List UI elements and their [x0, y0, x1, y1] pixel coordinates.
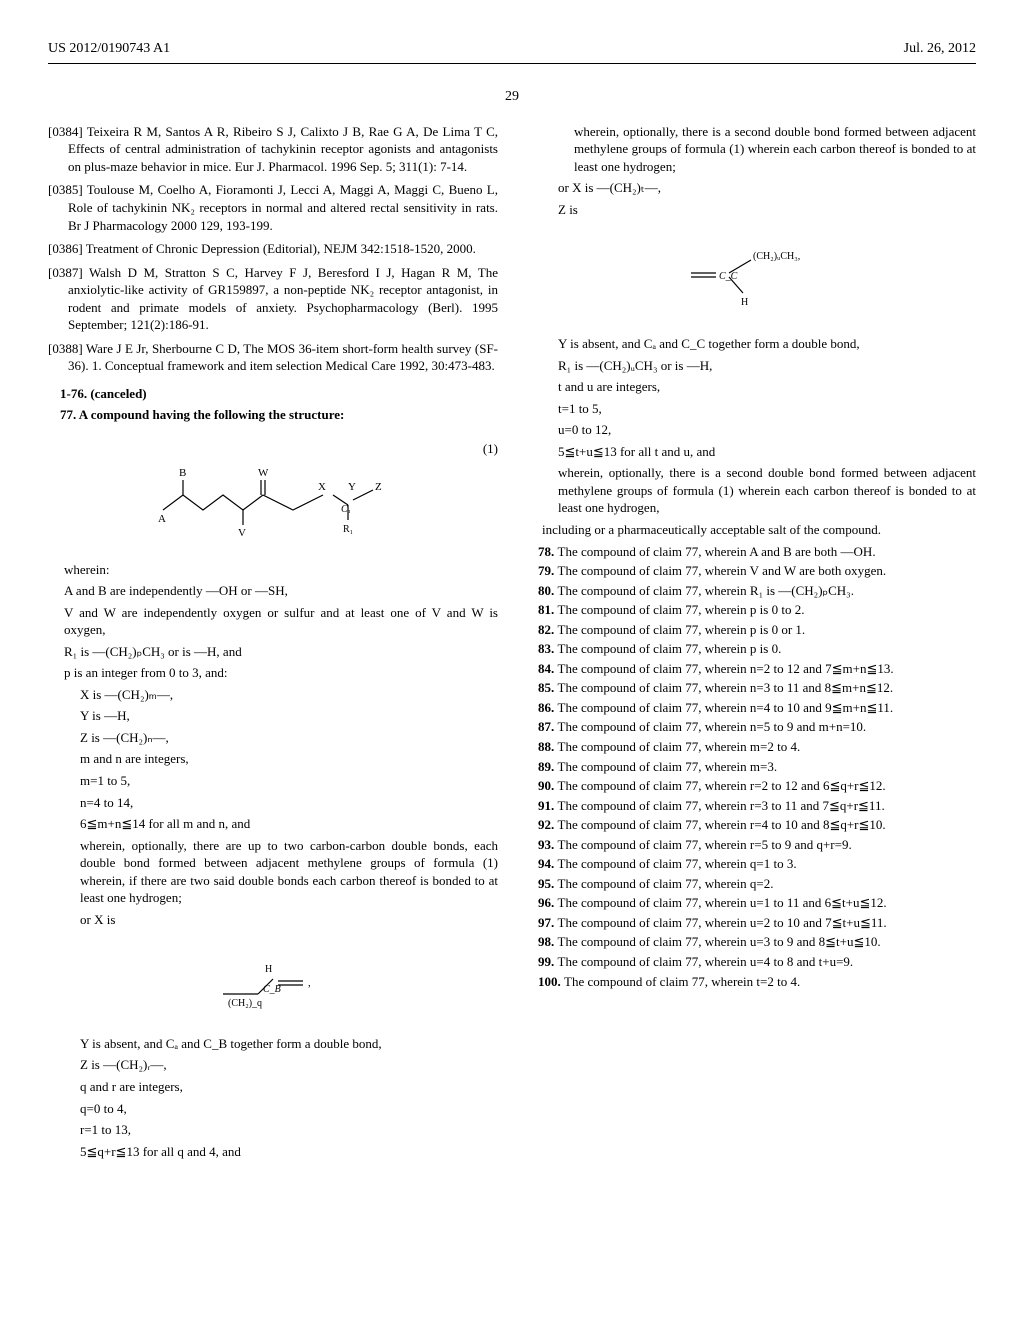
svg-text:H: H — [265, 964, 272, 975]
cancelled-claims: 1-76. (canceled) — [48, 385, 498, 403]
wherein-text: q=0 to 4, — [48, 1100, 498, 1118]
wherein-text: t=1 to 5, — [526, 400, 976, 418]
svg-text:B: B — [179, 467, 186, 479]
claim-88: 88. The compound of claim 77, wherein m=… — [526, 738, 976, 756]
claim-78: 78. The compound of claim 77, wherein A … — [526, 543, 976, 561]
claim-91: 91. The compound of claim 77, wherein r=… — [526, 797, 976, 815]
svg-text:Z: Z — [375, 481, 382, 493]
wherein-text: m and n are integers, — [48, 750, 498, 768]
wherein-text: Y is absent, and Cₐ and C_C together for… — [526, 335, 976, 353]
claim-89: 89. The compound of claim 77, wherein m=… — [526, 758, 976, 776]
claim-92: 92. The compound of claim 77, wherein r=… — [526, 816, 976, 834]
reference-entry: [0386] Treatment of Chronic Depression (… — [48, 240, 498, 258]
wherein-text: R₁ is —(CH₂)ᵤCH₃ or is —H, — [526, 357, 976, 375]
right-column: wherein, optionally, there is a second d… — [526, 123, 976, 1164]
claim-87: 87. The compound of claim 77, wherein n=… — [526, 718, 976, 736]
wherein-text: Z is — [526, 201, 976, 219]
claim-98: 98. The compound of claim 77, wherein u=… — [526, 933, 976, 951]
wherein-text: wherein, optionally, there are up to two… — [48, 837, 498, 907]
wherein-text: 5≦q+r≦13 for all q and 4, and — [48, 1143, 498, 1161]
wherein-text: 6≦m+n≦14 for all m and n, and — [48, 815, 498, 833]
claim-82: 82. The compound of claim 77, wherein p … — [526, 621, 976, 639]
wherein-text: m=1 to 5, — [48, 772, 498, 790]
svg-text:(CH₂)ᵤCH₃,: (CH₂)ᵤCH₃, — [753, 251, 800, 262]
wherein-text: q and r are integers, — [48, 1078, 498, 1096]
svg-text:C_C: C_C — [719, 271, 738, 282]
chemical-formula-3: C_C (CH₂)ᵤCH₃, H — [526, 235, 976, 320]
page-number: 29 — [48, 88, 976, 107]
claim-100: 100. The compound of claim 77, wherein t… — [526, 973, 976, 991]
patent-number: US 2012/0190743 A1 — [48, 40, 170, 59]
claim-95: 95. The compound of claim 77, wherein q=… — [526, 875, 976, 893]
claim-80: 80. The compound of claim 77, wherein R₁… — [526, 582, 976, 600]
wherein-text: Y is —H, — [48, 707, 498, 725]
wherein-text: including or a pharmaceutically acceptab… — [526, 521, 976, 539]
wherein-text: r=1 to 13, — [48, 1121, 498, 1139]
wherein-text: u=0 to 12, — [526, 421, 976, 439]
svg-text:(CH₂)_q: (CH₂)_q — [228, 998, 262, 1009]
wherein-text: R₁ is —(CH₂)ₚCH₃ or is —H, and — [48, 643, 498, 661]
claim-85: 85. The compound of claim 77, wherein n=… — [526, 679, 976, 697]
wherein-text: t and u are integers, — [526, 378, 976, 396]
structure-svg-2: (CH₂)_q C_B H , — [203, 944, 343, 1014]
reference-entry: [0384] Teixeira R M, Santos A R, Ribeiro… — [48, 123, 498, 176]
reference-entry: [0387] Walsh D M, Stratton S C, Harvey F… — [48, 264, 498, 334]
chemical-formula-2: (CH₂)_q C_B H , — [48, 944, 498, 1019]
wherein-text: wherein: — [48, 561, 498, 579]
wherein-text: A and B are independently —OH or —SH, — [48, 582, 498, 600]
wherein-text: wherein, optionally, there is a second d… — [526, 464, 976, 517]
claim-93: 93. The compound of claim 77, wherein r=… — [526, 836, 976, 854]
wherein-text: wherein, optionally, there is a second d… — [526, 123, 976, 176]
claim-94: 94. The compound of claim 77, wherein q=… — [526, 855, 976, 873]
left-column: [0384] Teixeira R M, Santos A R, Ribeiro… — [48, 123, 498, 1164]
svg-text:Cₐ: Cₐ — [341, 504, 351, 515]
svg-text:W: W — [258, 467, 269, 479]
claim-81: 81. The compound of claim 77, wherein p … — [526, 601, 976, 619]
structure-svg-1: A B V W X Y Cₐ R₁ Z — [143, 440, 403, 540]
svg-text:Y: Y — [348, 481, 356, 493]
wherein-text: 5≦t+u≦13 for all t and u, and — [526, 443, 976, 461]
wherein-text: or X is —(CH₂)ₜ—, — [526, 179, 976, 197]
two-column-layout: [0384] Teixeira R M, Santos A R, Ribeiro… — [48, 123, 976, 1164]
svg-text:,: , — [308, 977, 311, 989]
wherein-text: Z is —(CH₂)ₙ—, — [48, 729, 498, 747]
claim-79: 79. The compound of claim 77, wherein V … — [526, 562, 976, 580]
svg-text:V: V — [238, 527, 246, 539]
page-header: US 2012/0190743 A1 Jul. 26, 2012 — [48, 40, 976, 64]
claim-86: 86. The compound of claim 77, wherein n=… — [526, 699, 976, 717]
reference-entry: [0388] Ware J E Jr, Sherbourne C D, The … — [48, 340, 498, 375]
wherein-text: Y is absent, and Cₐ and C_B together for… — [48, 1035, 498, 1053]
svg-text:H: H — [741, 297, 748, 308]
claim-99: 99. The compound of claim 77, wherein u=… — [526, 953, 976, 971]
claim-90: 90. The compound of claim 77, wherein r=… — [526, 777, 976, 795]
wherein-text: Z is —(CH₂)ᵣ—, — [48, 1056, 498, 1074]
chemical-formula-1: (1) A B V W X Y Cₐ R₁ — [48, 440, 498, 545]
claim-83: 83. The compound of claim 77, wherein p … — [526, 640, 976, 658]
claims-list: 78. The compound of claim 77, wherein A … — [526, 543, 976, 991]
svg-text:X: X — [318, 481, 326, 493]
wherein-text: or X is — [48, 911, 498, 929]
wherein-text: V and W are independently oxygen or sulf… — [48, 604, 498, 639]
wherein-text: X is —(CH₂)ₘ—, — [48, 686, 498, 704]
svg-text:C_B: C_B — [263, 984, 281, 995]
svg-text:R₁: R₁ — [343, 524, 353, 535]
claim-77: 77. A compound having the following the … — [48, 406, 498, 424]
wherein-text: n=4 to 14, — [48, 794, 498, 812]
reference-entry: [0385] Toulouse M, Coelho A, Fioramonti … — [48, 181, 498, 234]
claim-96: 96. The compound of claim 77, wherein u=… — [526, 894, 976, 912]
publication-date: Jul. 26, 2012 — [904, 40, 976, 59]
svg-text:A: A — [158, 513, 166, 525]
claim-97: 97. The compound of claim 77, wherein u=… — [526, 914, 976, 932]
structure-svg-3: C_C (CH₂)ᵤCH₃, H — [671, 235, 831, 315]
claim-84: 84. The compound of claim 77, wherein n=… — [526, 660, 976, 678]
wherein-text: p is an integer from 0 to 3, and: — [48, 664, 498, 682]
